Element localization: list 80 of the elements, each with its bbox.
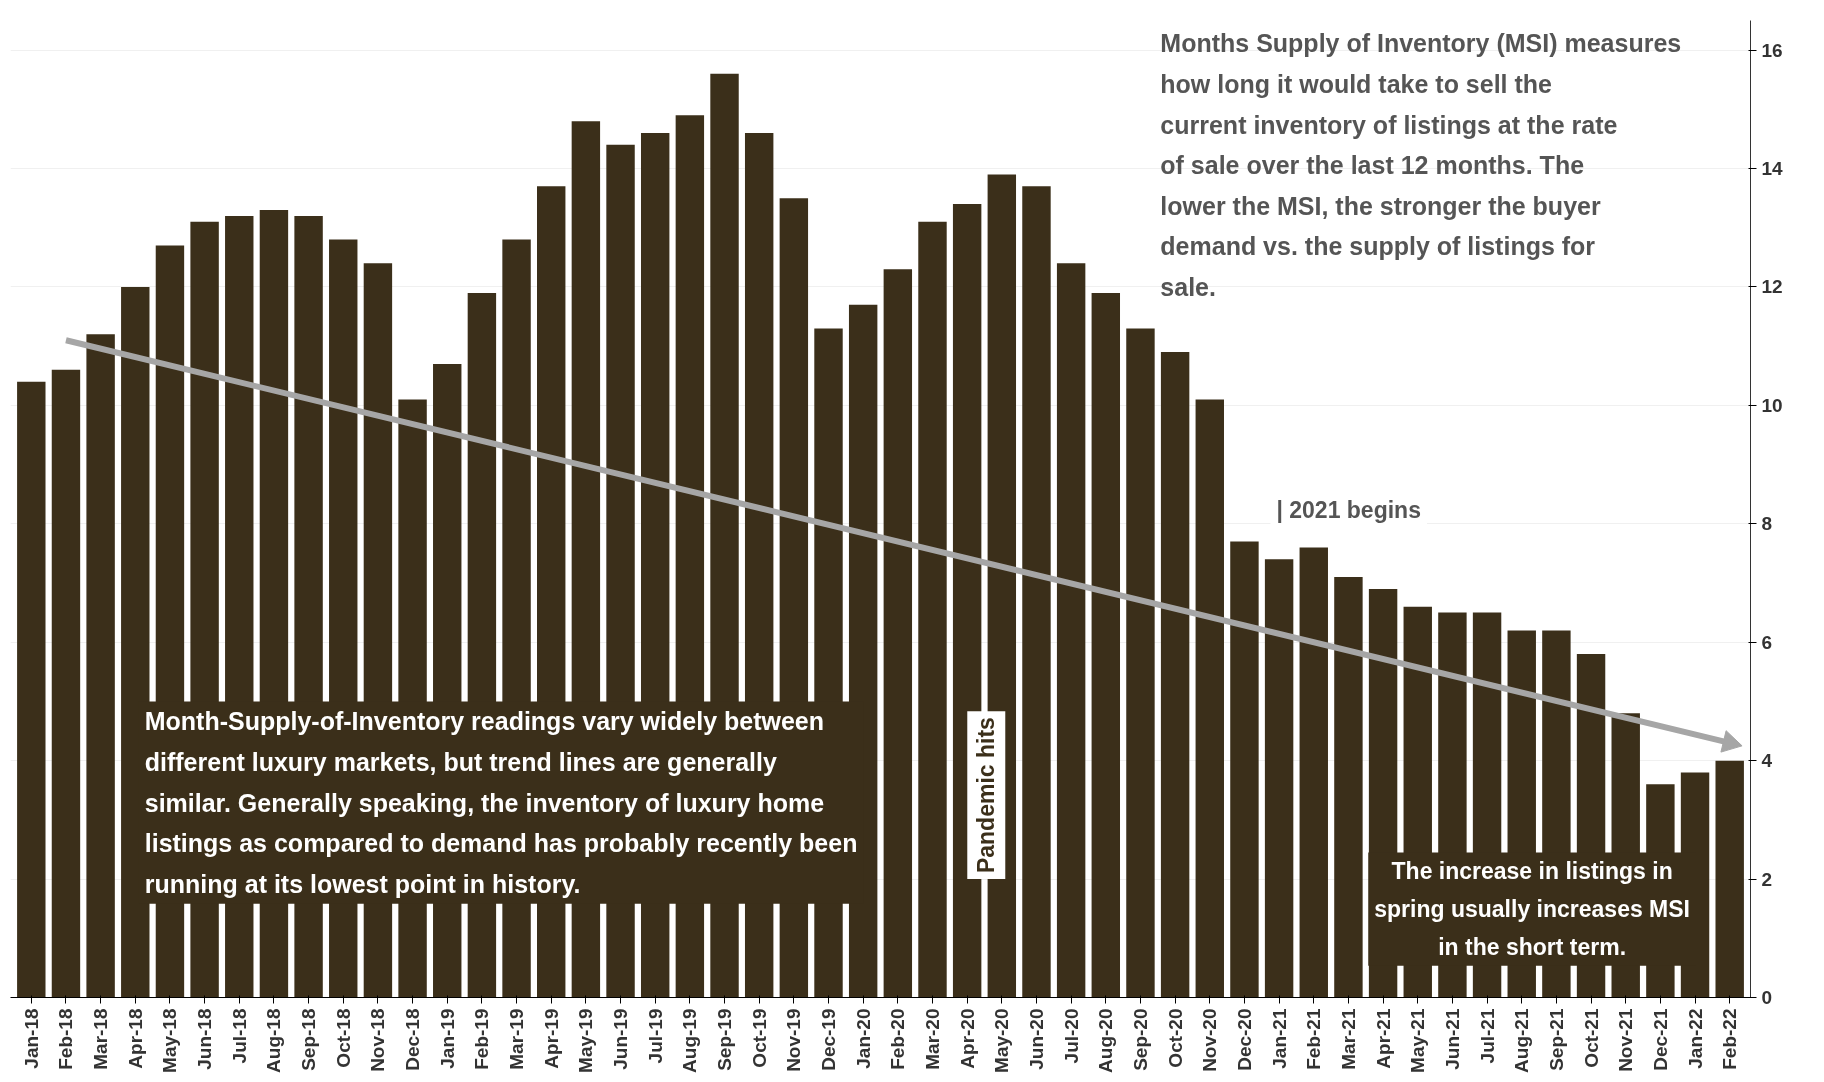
x-tick-label: Aug-18 [263,1008,285,1073]
x-tick-label: Jan-18 [20,1008,42,1069]
x-tick-label: Feb-20 [887,1008,909,1070]
x-tick-label: Nov-21 [1615,1008,1637,1072]
bar [918,221,947,998]
x-tick-label: May-20 [991,1008,1013,1073]
x-tick-label: Nov-18 [367,1008,389,1072]
x-tick-label: Oct-19 [748,1008,770,1068]
x-tick-label: Jul-18 [228,1008,250,1064]
x-tick-label: Mar-21 [1337,1008,1359,1070]
y-tick-label: 2 [1761,868,1773,890]
x-tick-label: Jan-21 [1268,1008,1290,1069]
x-tick-label: Oct-18 [332,1008,354,1068]
x-tick-label: Aug-20 [1095,1008,1117,1073]
y-tick-label: 12 [1761,276,1783,298]
annotation: Pandemic hits [973,717,1000,874]
annotation: | 2021 begins [1276,497,1421,524]
x-tick-label: Jun-20 [1025,1008,1047,1070]
bar [883,269,913,998]
x-tick-label: Sep-20 [1129,1008,1151,1071]
x-tick-label: Mar-20 [921,1008,943,1070]
bar [1230,541,1259,998]
annotation: Months Supply of Inventory (MSI) measures how long it would take to sell the current inventory of listings at the rate of sale over the last 12 months. The lower the MSI, the stronger the buyer demand vs. the supply of listings for sale. [1160,29,1682,302]
x-tick-label: Aug-21 [1511,1008,1533,1073]
x-tick-label: Mar-19 [506,1008,528,1070]
x-tick-label: Feb-22 [1719,1008,1741,1070]
y-tick-label: 6 [1761,631,1773,653]
x-tick-label: Jan-19 [436,1008,458,1069]
x-tick-label: Dec-21 [1649,1008,1671,1071]
x-tick-label: Jan-20 [852,1008,874,1069]
bar [1299,547,1328,998]
bar [51,369,81,998]
x-tick-label: Jul-19 [644,1008,666,1064]
x-tick-label: Nov-20 [1199,1008,1221,1072]
annotation: Month-Supply-of-Inventory readings vary widely between different luxury markets, but trend lines are generally similar. Generally speaking, the inventory of luxury home listings as compared to demand has probably recently been running at its lowest point in history. [144,707,858,898]
x-tick-label: Aug-19 [679,1008,701,1073]
x-tick-label: Jun-18 [194,1008,216,1070]
x-tick-label: Sep-21 [1545,1008,1567,1071]
x-tick-label: Jul-21 [1476,1008,1498,1064]
x-tick-label: Dec-18 [402,1008,424,1071]
x-tick-label: Oct-21 [1580,1008,1602,1068]
bar [1334,577,1363,998]
bar [1160,352,1190,998]
x-tick-label: Feb-18 [55,1008,77,1070]
y-tick-label: 0 [1761,987,1773,1008]
x-tick-label: Jun-19 [610,1008,632,1070]
x-tick-label: Apr-20 [956,1008,978,1069]
y-tick-label: 16 [1761,39,1783,61]
x-tick-label: Mar-18 [90,1008,112,1070]
bar [1091,292,1121,998]
x-tick-label: Jan-22 [1684,1008,1706,1069]
bar [86,334,115,998]
x-tick-label: Jul-20 [1060,1008,1082,1064]
bar [1126,328,1155,998]
x-tick-label: Nov-19 [783,1008,805,1072]
bar [1056,263,1086,998]
x-tick-label: May-19 [575,1008,597,1073]
y-tick-label: 10 [1761,394,1783,416]
x-tick-label: Oct-20 [1164,1008,1186,1068]
y-tick-label: 14 [1761,158,1784,180]
x-tick-label: Feb-19 [471,1008,493,1070]
bar [1715,760,1744,998]
y-tick-label: 4 [1761,750,1773,772]
x-tick-label: Feb-21 [1303,1008,1325,1070]
x-tick-label: Sep-18 [298,1008,320,1071]
y-tick-label: 8 [1761,513,1773,535]
bar [1195,399,1224,998]
x-tick-label: Dec-19 [818,1008,840,1071]
x-tick-label: Jun-21 [1441,1008,1463,1070]
bar [1022,186,1051,998]
bar [1264,559,1294,998]
x-tick-label: Apr-21 [1372,1008,1394,1069]
x-tick-label: Apr-19 [540,1008,562,1069]
x-tick-label: May-21 [1407,1008,1429,1073]
x-tick-label: May-18 [159,1008,181,1073]
x-tick-label: Apr-18 [124,1008,146,1069]
bar [17,381,46,998]
x-tick-label: Sep-19 [714,1008,736,1071]
x-tick-label: Dec-20 [1233,1008,1255,1071]
annotation: The increase in listings in spring usually increases MSI in the short term. [1374,858,1690,960]
